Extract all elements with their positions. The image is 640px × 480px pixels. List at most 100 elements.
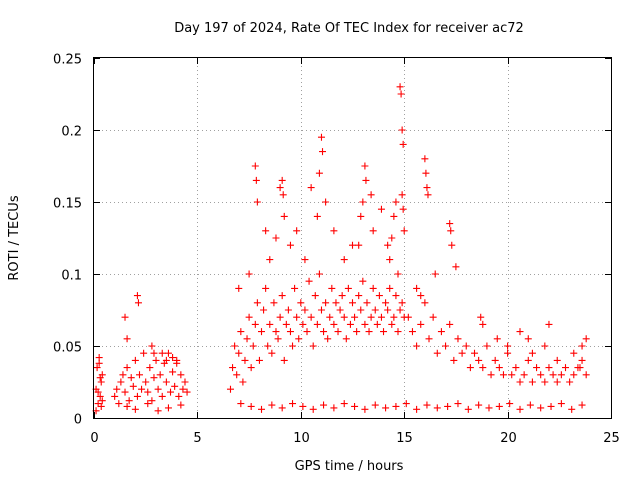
data-point [324,335,332,343]
data-point [320,401,328,409]
data-point [553,378,561,386]
data-point [359,277,367,285]
data-point [336,306,344,314]
y-tick-label: 0 [74,413,82,428]
data-point [319,148,327,156]
data-point [164,349,172,357]
data-point [404,313,412,321]
data-point [272,234,280,242]
data-point [384,241,392,249]
data-point [173,359,181,367]
data-point [326,313,334,321]
data-point [95,359,103,367]
data-point [282,320,290,328]
data-point [547,402,555,410]
data-point [295,335,303,343]
data-point [578,356,586,364]
data-point [169,354,177,362]
data-point [330,404,338,412]
data-point [533,364,541,372]
data-point [349,299,356,307]
data-point [117,378,125,386]
data-point [386,284,394,292]
data-point [177,401,185,409]
data-point [264,342,272,350]
data-point [97,402,105,410]
data-point [369,227,377,235]
data-point [175,392,183,400]
data-point [483,342,491,350]
data-point [433,349,441,357]
data-point [158,392,166,400]
data-point [431,270,439,278]
data-point [516,405,524,413]
data-point [570,349,578,357]
y-axis-label: ROTI / TECUs [7,195,22,280]
data-point [309,342,317,350]
data-point [359,198,367,206]
data-point [162,378,170,386]
data-point [260,306,268,314]
data-point [268,401,276,409]
data-point [134,299,142,307]
y-tick-labels: 0 0.05 0.1 0.15 0.2 0.25 [53,53,82,428]
data-point [357,306,365,314]
data-point [162,356,170,364]
data-point [524,335,532,343]
data-point [512,364,520,372]
data-point [235,349,243,357]
chart-title: Day 197 of 2024, Rate Of TEC Index for r… [174,21,524,36]
x-tick-label: 15 [396,431,413,446]
data-point [280,212,288,220]
data-point [299,402,307,410]
data-point [235,284,243,292]
data-point [475,401,483,409]
data-point [545,320,553,328]
data-point [355,241,363,249]
data-point [231,342,239,350]
data-point [146,364,154,372]
data-point [423,184,431,192]
data-point [520,371,528,379]
data-point [247,402,255,410]
data-point [123,335,131,343]
data-point [495,402,503,410]
data-point [123,402,131,410]
data-point [237,400,245,408]
data-point [154,385,162,393]
data-point [396,306,404,314]
data-point [346,320,354,328]
data-point [291,284,299,292]
data-point [491,356,499,364]
data-point [562,364,570,372]
data-point [392,198,400,206]
data-point [338,292,346,300]
data-point [541,378,549,386]
data-point [167,388,175,396]
data-point [365,328,373,336]
data-point [398,126,406,134]
data-point [330,320,338,328]
data-point [293,313,301,321]
data-point [317,306,325,314]
data-point [464,405,472,413]
x-tick-label: 25 [603,431,620,446]
data-point [266,256,274,264]
data-point [111,392,119,400]
data-point [444,402,452,410]
data-point [375,292,383,300]
data-point [392,402,400,410]
data-point [367,313,375,321]
data-point [270,299,278,307]
data-point [396,83,404,91]
data-point [390,313,398,321]
data-point [311,292,319,300]
data-point [299,320,307,328]
data-point [516,328,524,336]
data-point [303,328,311,336]
data-point [169,368,177,376]
data-point [253,299,261,307]
data-point [119,371,127,379]
data-point [421,299,429,307]
